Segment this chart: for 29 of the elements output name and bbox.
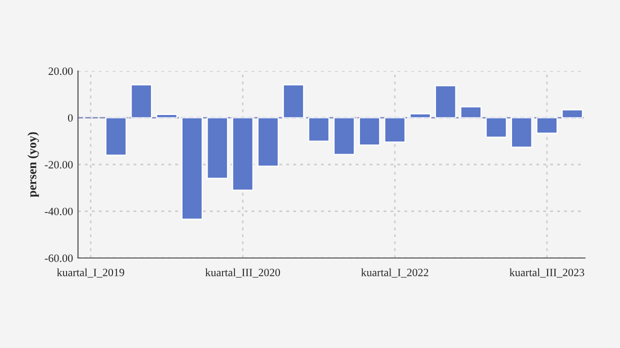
y-tick-label: -40.00 [44,208,73,216]
bar [358,117,380,146]
bar [232,117,254,191]
y-tick-label: -60.00 [44,254,73,262]
bar [410,113,431,118]
x-tick-label: kuartal_I_2019 [56,268,124,278]
bar [130,84,152,118]
bar [536,117,558,134]
bar [460,106,482,118]
bar [282,84,304,118]
bar [105,117,127,156]
bar [206,117,228,179]
bar [486,117,507,138]
bar [510,117,532,148]
x-tick-label: kuartal_III_2023 [510,268,584,278]
bar [308,117,330,142]
bar [156,114,178,118]
y-tick-label: -20.00 [44,160,73,169]
y-axis-title: persen (yoy) [28,132,39,198]
bar [333,117,355,156]
x-tick-label: kuartal_III_2020 [205,268,280,278]
bar [384,117,406,143]
y-tick-label: 0 [68,114,73,122]
bar [434,85,456,118]
bar [257,117,279,167]
bar [562,109,584,118]
y-tick-label: 20.00 [48,67,73,76]
x-tick-label: kuartal_I_2022 [361,268,428,278]
bar [181,117,203,220]
